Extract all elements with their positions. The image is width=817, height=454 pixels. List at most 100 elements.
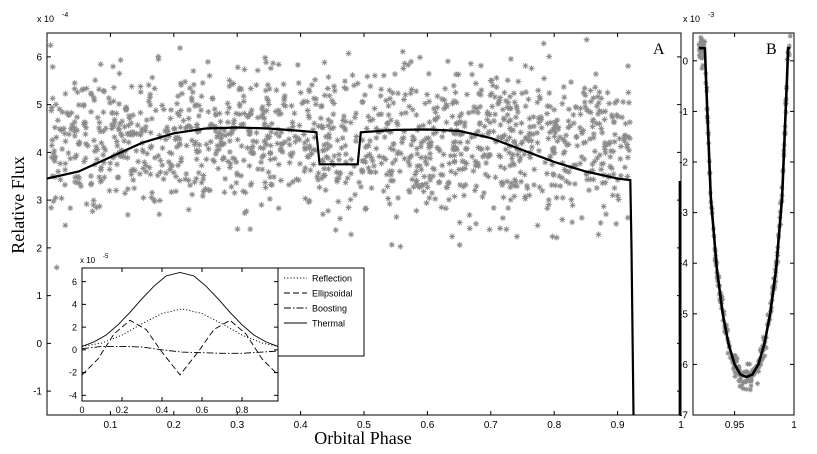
panel-a-point-1359 (185, 177, 192, 184)
panel-a-point-1277 (498, 179, 505, 186)
panel-a-point-1280 (337, 215, 344, 222)
panel-a-point-943 (331, 87, 338, 94)
panel-a-point-1026 (471, 187, 478, 194)
panel-a-point-351 (262, 87, 269, 94)
panel-a-point-374 (373, 125, 380, 132)
panel-a-point-948 (302, 195, 309, 202)
panel-a-point-215 (539, 187, 546, 194)
panel-a-point-1067 (68, 109, 75, 116)
panel-b-point-234 (701, 41, 707, 47)
panel-a-point-398 (559, 216, 566, 223)
panel-a-point-1070 (159, 145, 166, 152)
panel-a-point-56 (174, 100, 181, 107)
panel-a-point-629 (341, 84, 348, 91)
panel-a-point-340 (587, 87, 594, 94)
panel-a-point-734 (65, 131, 72, 138)
inset-panel: 0 0.2 0.4 0.6 0.8 -4 -2 0 2 4 6 x 10 -5 Reflectio… (69, 254, 365, 415)
panel-b-point-84 (732, 369, 738, 375)
panel-a-point-837 (544, 120, 551, 127)
panel-a-point-1022 (546, 90, 553, 97)
panel-a-point-1212 (61, 181, 68, 188)
panel-a-point-1251 (261, 137, 268, 144)
panel-a-point-781 (238, 121, 245, 128)
panel-a-point-863 (473, 130, 480, 137)
panel-a-point-195 (621, 132, 628, 139)
panel-a-point-55 (459, 158, 466, 165)
panel-a-point-599 (464, 139, 471, 146)
panel-a-point-181 (288, 153, 295, 160)
panel-a-point-185 (626, 147, 633, 154)
panel-a-point-1337 (358, 167, 365, 174)
panel-a-point-1170 (582, 103, 589, 110)
panel-b-annotation: B (766, 41, 777, 58)
panel-a-point-1064 (394, 150, 401, 157)
panel-a-point-127 (451, 152, 458, 159)
panel-a-point-1151 (517, 154, 524, 161)
panel-a-point-707 (492, 138, 499, 145)
panel-a-point-915 (567, 122, 574, 129)
panel-a-point-1203 (203, 141, 210, 148)
panel-a-point-1398 (551, 133, 558, 140)
panel-a-point-337 (497, 153, 504, 160)
panel-b-point-177 (787, 33, 793, 39)
panel-a-point-986 (521, 151, 528, 158)
panel-a-point-447 (327, 143, 334, 150)
panel-a-point-591 (344, 175, 351, 182)
panel-a-point-622 (240, 98, 247, 105)
panel-a-point-920 (196, 148, 203, 155)
panel-a-point-350 (48, 104, 55, 111)
panel-a-point-611 (373, 134, 380, 141)
panel-a-point-1328 (492, 111, 499, 118)
inset-legend-label-reflection: Reflection (312, 274, 352, 284)
panel-a-point-868 (319, 147, 326, 154)
panel-a-point-132 (569, 219, 576, 226)
panel-a-point-715 (263, 59, 270, 66)
panel-a-point-273 (74, 114, 81, 121)
panel-a-point-694 (74, 179, 81, 186)
panel-a-point-24 (402, 109, 409, 116)
panel-a-point-47 (265, 169, 272, 176)
panel-a-point-167 (62, 166, 69, 173)
panel-a-point-381 (351, 82, 358, 89)
panel-a-point-839 (369, 116, 376, 123)
panel-a-point-73 (266, 85, 273, 92)
panel-a-point-894 (210, 156, 217, 163)
panel-a-point-261 (47, 42, 54, 49)
panel-a-point-575 (561, 94, 568, 101)
panel-a-point-27 (600, 203, 607, 210)
panel-a-point-506 (168, 106, 175, 113)
panel-a-point-751 (484, 116, 491, 123)
panel-a-point-1164 (176, 136, 183, 143)
panel-a-point-111 (316, 184, 323, 191)
panel-a-point-632 (535, 115, 542, 122)
panel-a-point-693 (625, 99, 632, 106)
panel-a-point-1101 (548, 182, 555, 189)
panel-b-point-48 (699, 65, 705, 71)
panel-a-point-927 (416, 162, 423, 169)
panel-a-point-191 (196, 141, 203, 148)
panel-a-point-43 (330, 111, 337, 118)
panel-a-point-1292 (226, 148, 233, 155)
panel-a-point-658 (502, 146, 509, 153)
panel-a-point-1052 (133, 147, 140, 154)
panel-a-point-842 (340, 113, 347, 120)
panel-a-point-828 (276, 133, 283, 140)
panel-a-point-766 (440, 105, 447, 112)
panel-a-point-1393 (128, 171, 135, 178)
panel-a-point-1326 (244, 113, 251, 120)
panel-a-point-54 (117, 130, 124, 137)
panel-a-point-1233 (310, 126, 317, 133)
panel-a-point-555 (534, 99, 541, 106)
panel-a-point-294 (430, 124, 437, 131)
panel-a-point-935 (191, 141, 198, 148)
panel-a-point-1071 (428, 139, 435, 146)
panel-a-point-1046 (152, 107, 159, 114)
panel-a-point-1294 (146, 164, 153, 171)
panel-a-point-779 (125, 130, 132, 137)
panel-a-point-333 (164, 128, 171, 135)
panel-a-point-857 (497, 121, 504, 128)
panel-a-point-1060 (174, 110, 181, 117)
panel-a-point-1090 (162, 127, 169, 134)
panel-a-point-690 (150, 196, 157, 203)
panel-a-point-843 (305, 112, 312, 119)
